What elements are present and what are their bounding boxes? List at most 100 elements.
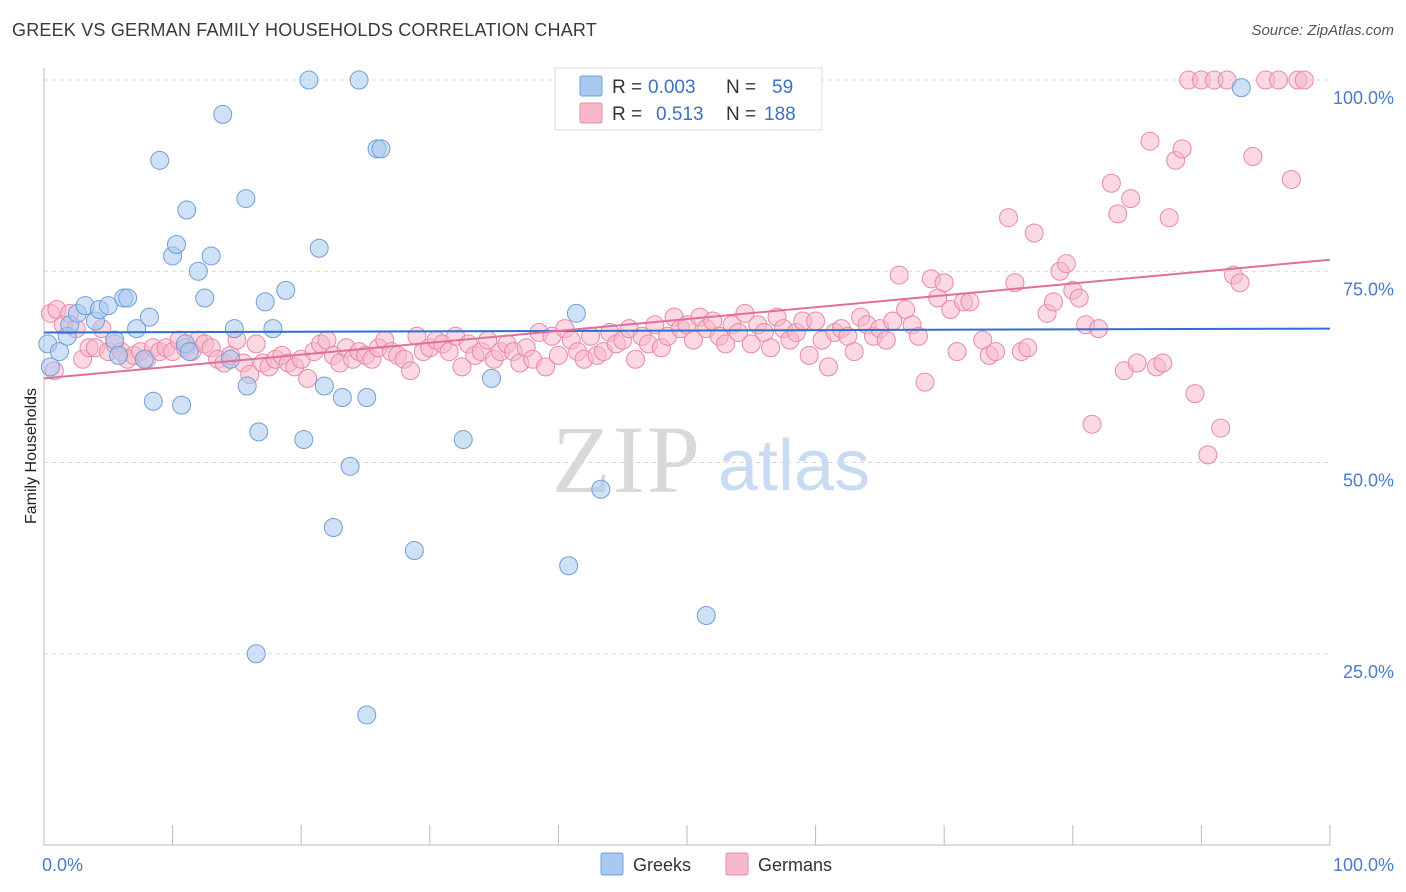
point-germans [986, 342, 1006, 362]
trend-lines [43, 258, 1331, 380]
point-germans [908, 326, 928, 346]
watermark-zip: ZIP [552, 406, 702, 513]
point-germans [1082, 414, 1102, 434]
point-greeks [98, 296, 118, 316]
point-greeks [188, 261, 208, 281]
legend-r-value-germans: 0.513 [656, 104, 704, 125]
point-greeks [195, 288, 215, 308]
legend-top: R = 0.003 N = 59 R = 0.513 N = 188 [554, 67, 823, 131]
point-greeks [237, 376, 257, 396]
point-greeks [404, 540, 424, 560]
point-germans [1056, 254, 1076, 274]
point-germans [1269, 70, 1289, 90]
x-tick-labels: 0.0% 100.0% [42, 855, 1394, 875]
point-germans [246, 334, 266, 354]
trend-line-germans [43, 258, 1331, 380]
point-germans [401, 361, 421, 381]
legend-bottom-label-greeks: Greeks [633, 855, 691, 875]
point-greeks [591, 479, 611, 499]
point-greeks [134, 349, 154, 369]
point-germans [876, 330, 896, 350]
point-greeks [236, 189, 256, 209]
point-greeks [150, 150, 170, 170]
y-tick-label: 25.0% [1343, 662, 1394, 682]
point-greeks [166, 234, 186, 254]
point-germans [741, 334, 761, 354]
point-germans [1069, 288, 1089, 308]
point-greeks [1231, 78, 1251, 98]
point-greeks [309, 238, 329, 258]
legend-n-label: N = [726, 104, 756, 125]
point-germans [1153, 353, 1173, 373]
point-greeks [255, 292, 275, 312]
point-greeks [314, 376, 334, 396]
legend-bottom-swatch-greeks [600, 852, 624, 876]
legend-bottom-label-germans: Germans [758, 855, 832, 875]
series-greeks [38, 70, 1251, 725]
legend-n-value-greeks: 59 [772, 77, 793, 98]
point-greeks [118, 288, 138, 308]
point-greeks [453, 430, 473, 450]
source-credit: Source: ZipAtlas.com [1251, 22, 1394, 39]
point-germans [548, 345, 568, 365]
point-germans [761, 338, 781, 358]
point-greeks [139, 307, 159, 327]
x-tick-label-min: 0.0% [42, 855, 83, 875]
point-germans [960, 292, 980, 312]
point-germans [452, 357, 472, 377]
point-germans [1044, 292, 1064, 312]
point-greeks [213, 104, 233, 124]
point-germans [626, 349, 646, 369]
y-axis-label: Family Households [23, 388, 40, 524]
point-germans [915, 372, 935, 392]
legend-n-label: N = [726, 77, 756, 98]
point-germans [844, 342, 864, 362]
point-greeks [294, 430, 314, 450]
point-germans [1243, 147, 1263, 166]
point-germans [536, 357, 556, 377]
point-germans [1159, 208, 1179, 228]
y-tick-label: 50.0% [1343, 471, 1394, 491]
watermark-atlas: atlas [718, 426, 870, 506]
point-greeks [172, 395, 192, 415]
legend-swatch-greeks [579, 75, 603, 97]
point-germans [818, 357, 838, 377]
point-germans [1230, 273, 1250, 293]
legend-bottom: Greeks Germans [600, 852, 832, 876]
chart-title: GREEK VS GERMAN FAMILY HOUSEHOLDS CORREL… [12, 20, 597, 40]
point-germans [1198, 445, 1218, 465]
point-germans [1185, 384, 1205, 404]
point-greeks [177, 200, 197, 220]
point-greeks [357, 705, 377, 725]
point-germans [1024, 223, 1044, 243]
point-greeks [357, 387, 377, 407]
point-greeks [696, 606, 716, 625]
legend-r-label: R = [612, 104, 642, 125]
point-germans [806, 311, 826, 331]
legend-swatch-germans [579, 102, 603, 124]
point-greeks [263, 319, 283, 339]
y-tick-label: 75.0% [1343, 279, 1394, 299]
point-greeks [109, 345, 129, 365]
trend-line-greeks [43, 327, 1331, 334]
point-greeks [482, 368, 502, 388]
axes [43, 68, 1331, 846]
point-germans [1281, 169, 1301, 189]
point-greeks [49, 342, 69, 362]
point-germans [889, 265, 909, 285]
point-greeks [143, 391, 163, 411]
y-tick-label: 100.0% [1333, 88, 1394, 108]
point-germans [728, 322, 748, 342]
point-greeks [323, 518, 343, 538]
legend-r-label: R = [612, 77, 642, 98]
point-germans [999, 208, 1018, 228]
point-greeks [371, 139, 391, 159]
point-germans [799, 345, 819, 365]
legend-r-value-greeks: 0.003 [648, 77, 696, 98]
point-germans [1101, 173, 1121, 193]
x-tick-label-max: 100.0% [1333, 855, 1394, 875]
legend-bottom-swatch-germans [725, 852, 749, 876]
point-greeks [559, 556, 579, 576]
point-germans [1172, 139, 1192, 159]
